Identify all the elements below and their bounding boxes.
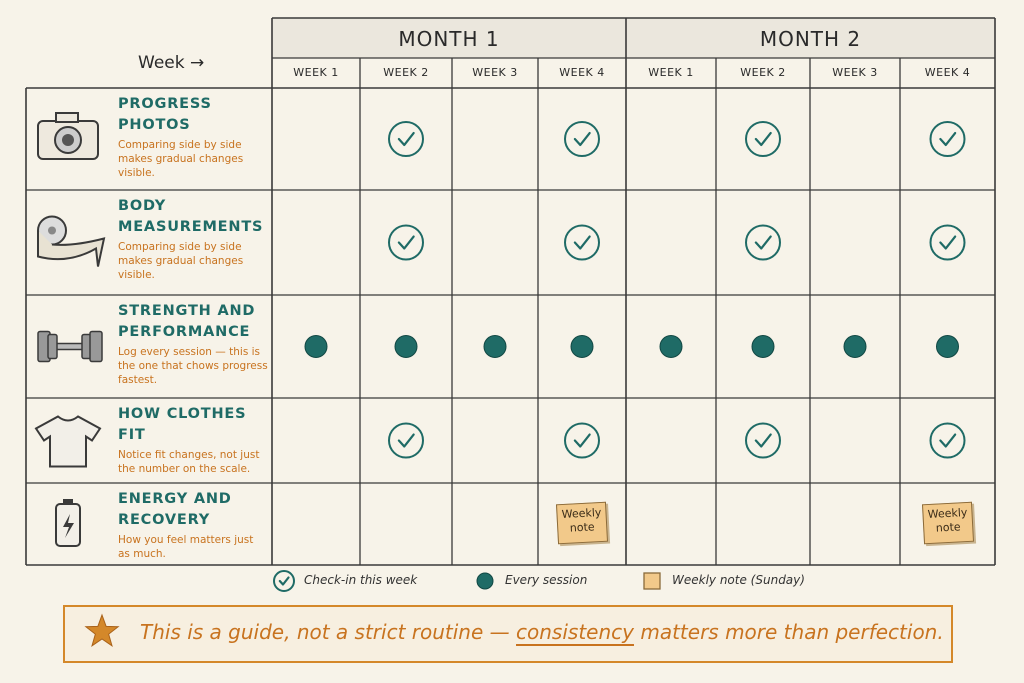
session-dot [483,335,507,358]
check-circle [929,422,966,459]
icon [89,330,103,363]
week-label: WEEK 4 [559,66,605,79]
star-icon [84,613,120,647]
check-tick [397,235,415,250]
month-label: MONTH 1 [398,27,500,51]
axis-label: Week → [138,53,205,73]
check-tick [754,235,772,250]
row-title: STRENGTH AND PERFORMANCE [118,303,256,340]
check-circle [745,224,781,261]
check-circle [745,422,781,459]
check-circle [273,570,295,592]
legend-label: Weekly note (Sunday) [672,573,805,587]
session-dot [570,335,594,358]
week-label: WEEK 3 [472,66,518,79]
check-circle [929,121,966,157]
check-tick [397,433,415,448]
footer-text: This is a guide, not a strict routine — … [140,620,944,644]
check-circle [745,121,781,157]
check-marker [564,224,600,261]
week-label: WEEK 1 [293,66,339,79]
icon [63,499,73,504]
footer-box [63,605,953,663]
check-marker [388,422,424,459]
check-circle [388,224,424,261]
check-marker [745,121,781,157]
row-description: Comparing side by side makes gradual cha… [118,139,244,179]
note-swatch [643,572,661,590]
row-description: Comparing side by side makes gradual cha… [118,241,244,281]
week-label: WEEK 1 [648,66,694,79]
row-title: BODY MEASUREMENTS [118,198,264,235]
check-tick [939,131,957,147]
check-tick [754,433,772,448]
row-label: BODY MEASUREMENTS Comparing side by side … [118,196,268,282]
check-circle [564,422,600,459]
week-label: WEEK 3 [832,66,878,79]
check-marker [929,224,966,261]
row-title: ENERGY AND RECOVERY [118,491,232,528]
week-label: WEEK 2 [740,66,786,79]
weekly-note: Weekly note [555,501,609,545]
check-tick [939,433,957,448]
check-tick [939,235,957,250]
row-description: Notice fit changes, not just the number … [118,449,260,475]
check-tick [278,576,290,586]
check-marker [388,121,424,157]
footer-text-part: This is a guide, not a strict routine — [140,620,517,644]
session-dot [843,335,867,358]
check-circle [564,121,600,157]
icon [47,333,58,360]
icon [63,514,74,538]
session-dot [476,572,494,590]
row-label: PROGRESS PHOTOS Comparing side by side ma… [118,94,268,180]
check-marker [929,422,966,459]
icon [37,230,106,267]
row-label: ENERGY AND RECOVERY How you feel matters … [118,489,268,561]
check-circle [564,224,600,261]
check-tick [573,131,591,147]
month-label: MONTH 2 [759,27,862,51]
session-dot [936,335,959,358]
row-description: How you feel matters just as much. [118,534,254,560]
icon [55,112,79,123]
check-marker [273,570,295,592]
check-tick [573,235,591,250]
check-tick [754,131,772,147]
icon [62,134,74,146]
footer-emphasis: consistency [516,620,634,644]
check-marker [564,422,600,459]
week-label: WEEK 4 [924,66,971,79]
check-marker [745,422,781,459]
week-label: WEEK 2 [383,66,429,79]
month-header-bg [272,18,995,58]
row-title: HOW CLOTHES FIT [118,406,247,443]
row-description: Log every session — this is the one that… [118,346,268,386]
session-dot [659,335,683,358]
row-label: HOW CLOTHES FIT Notice fit changes, not j… [118,404,268,476]
session-dot [751,335,775,358]
check-marker [388,224,424,261]
legend-label: Check-in this week [304,573,418,587]
row-title: PROGRESS PHOTOS [118,96,212,133]
icon [48,226,56,235]
check-marker [564,121,600,157]
legend-label: Every session [505,573,588,587]
footer-text-part: matters more than perfection. [633,620,944,644]
check-circle [929,224,966,261]
check-circle [388,422,424,459]
check-tick [573,433,591,448]
check-tick [397,131,415,147]
check-marker [745,224,781,261]
session-dot [394,335,418,358]
icon [34,415,102,468]
row-label: STRENGTH AND PERFORMANCE Log every sessio… [118,301,268,387]
check-marker [929,121,966,157]
check-circle [388,121,424,157]
session-dot [304,335,328,358]
weekly-note: Weekly note [921,501,974,545]
